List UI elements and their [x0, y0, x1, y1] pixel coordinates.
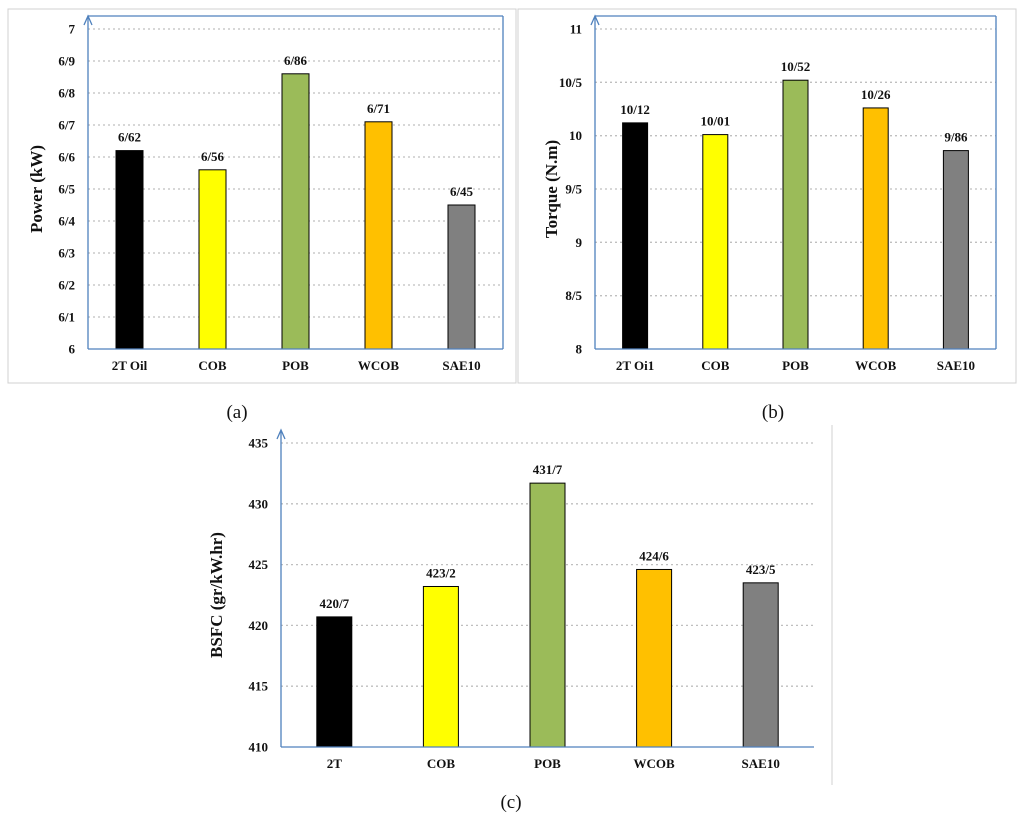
- category-label: COB: [701, 358, 730, 373]
- category-label: POB: [282, 358, 309, 373]
- bar: [782, 79, 809, 350]
- y-tick-label: 6/8: [58, 86, 75, 101]
- value-label: 6/71: [367, 101, 390, 116]
- y-tick-label: 8/5: [565, 288, 582, 303]
- bar: [316, 616, 353, 748]
- y-axis-title: Torque (N.m): [542, 140, 561, 238]
- bar: [862, 107, 889, 350]
- y-tick-label: 6/4: [58, 214, 75, 229]
- value-label: 10/26: [861, 87, 891, 102]
- bar: [622, 122, 649, 350]
- panel-caption: (a): [226, 402, 247, 423]
- category-label: SAE10: [742, 756, 780, 771]
- y-tick-label: 6/1: [58, 310, 75, 325]
- y-tick-label: 10/5: [559, 75, 583, 90]
- category-label: 2T: [327, 756, 343, 771]
- value-label: 6/56: [201, 149, 225, 164]
- panel-caption: (c): [500, 792, 521, 813]
- category-label: SAE10: [937, 358, 975, 373]
- category-label: COB: [427, 756, 456, 771]
- bar: [198, 169, 227, 350]
- value-label: 6/86: [284, 53, 308, 68]
- chart-bsfc: 410 415 420 425 430 435 420/7 2T 423/2 COB 431/7 PO…: [207, 425, 833, 813]
- y-axis-arrow: [276, 428, 286, 440]
- chart-torque: 8 8/5 9 9/5 10 10/5 11 10/12 2T Oi1 10/01 COB 10/52…: [542, 14, 997, 423]
- bar: [742, 582, 779, 748]
- bar: [636, 568, 673, 748]
- value-label: 423/5: [746, 562, 776, 577]
- value-label: 424/6: [639, 548, 669, 563]
- y-tick-label: 6/6: [58, 150, 75, 165]
- panel-caption: (b): [762, 402, 784, 423]
- y-tick-label: 6/3: [58, 246, 75, 261]
- y-tick-label: 11: [570, 22, 582, 37]
- panel-a-frame: [7, 8, 517, 384]
- category-label: WCOB: [358, 358, 400, 373]
- value-label: 9/86: [944, 130, 968, 145]
- y-tick-label: 430: [249, 496, 269, 511]
- bar: [447, 204, 476, 350]
- value-label: 10/01: [700, 114, 730, 129]
- category-label: POB: [534, 756, 561, 771]
- y-tick-label: 6/5: [58, 182, 75, 197]
- category-label: POB: [782, 358, 809, 373]
- bar: [702, 134, 729, 350]
- bar: [281, 73, 310, 350]
- value-label: 423/2: [426, 565, 456, 580]
- category-label: 2T Oi1: [616, 358, 654, 373]
- bar: [115, 150, 144, 350]
- value-label: 420/7: [319, 596, 349, 611]
- y-tick-label: 410: [249, 740, 269, 755]
- bar: [529, 482, 566, 748]
- value-label: 10/52: [781, 59, 811, 74]
- value-label: 431/7: [533, 462, 563, 477]
- y-tick-label: 10: [569, 128, 582, 143]
- value-label: 6/45: [450, 184, 474, 199]
- y-tick-label: 6/2: [58, 278, 75, 293]
- value-label: 6/62: [118, 130, 141, 145]
- bar: [364, 121, 393, 350]
- category-label: SAE10: [442, 358, 480, 373]
- y-tick-label: 9: [576, 235, 583, 250]
- bar: [422, 585, 459, 748]
- panel-b-frame: [517, 8, 1017, 384]
- y-tick-label: 415: [249, 679, 269, 694]
- category-label: WCOB: [634, 756, 676, 771]
- value-label: 10/12: [620, 102, 650, 117]
- y-axis-title: Power (kW): [27, 145, 46, 233]
- y-tick-label: 7: [69, 22, 76, 37]
- bar: [942, 150, 969, 350]
- y-tick-label: 9/5: [565, 182, 582, 197]
- category-label: 2T Oil: [112, 358, 148, 373]
- chart-power: 6 6/1 6/2 6/3 6/4 6/5 6/6 6/7 6/8 6/9 7 6/62 2T Oil 6…: [27, 14, 504, 423]
- category-label: WCOB: [855, 358, 897, 373]
- y-tick-label: 6/9: [58, 54, 75, 69]
- y-tick-label: 435: [249, 436, 269, 451]
- y-tick-label: 420: [249, 618, 269, 633]
- y-tick-label: 425: [249, 557, 269, 572]
- y-tick-label: 6/7: [58, 118, 75, 133]
- y-tick-label: 8: [576, 342, 583, 357]
- y-axis-title: BSFC (gr/kW.hr): [207, 532, 226, 658]
- y-tick-label: 6: [69, 342, 76, 357]
- category-label: COB: [198, 358, 227, 373]
